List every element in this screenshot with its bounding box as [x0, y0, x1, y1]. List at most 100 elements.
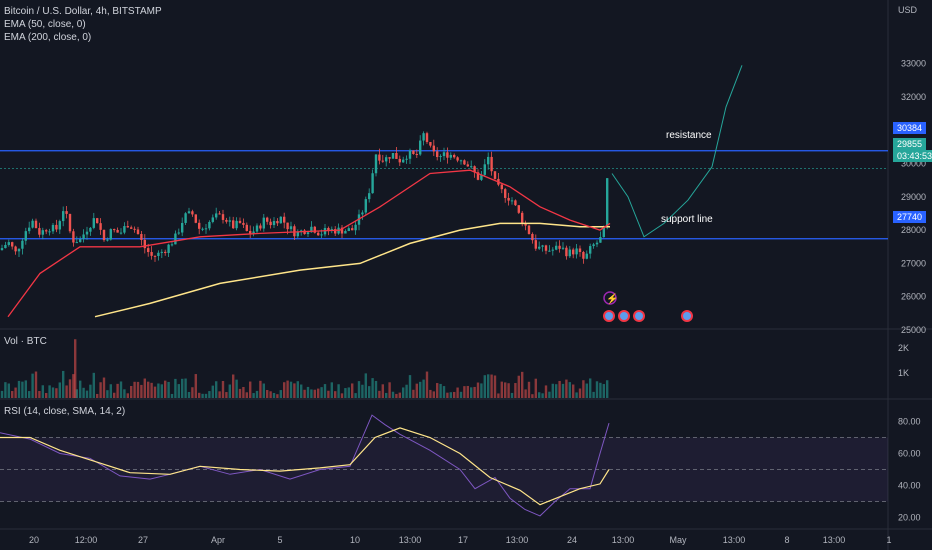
volume-bar: [238, 388, 242, 398]
candle-body: [45, 230, 48, 232]
volume-bar: [252, 393, 255, 398]
volume-bar: [147, 381, 150, 398]
candle-body: [157, 252, 160, 257]
volume-bar: [497, 393, 500, 398]
volume-bar: [38, 391, 41, 398]
volume-bar: [11, 391, 14, 398]
volume-bar: [21, 381, 24, 398]
candle-body: [521, 212, 524, 224]
price-tick-label: 27000: [901, 258, 926, 268]
candle-body: [531, 233, 534, 241]
candle-body: [85, 231, 89, 235]
candle-body: [334, 229, 337, 234]
price-tick-label: 32000: [901, 92, 926, 102]
volume-bar: [174, 378, 177, 398]
time-axis-label: 13:00: [823, 535, 846, 545]
volume-bar: [208, 391, 211, 398]
candle-body: [194, 214, 197, 223]
candle-body: [14, 246, 17, 252]
candle-body: [31, 220, 34, 228]
volume-bar: [235, 379, 238, 398]
volume-legend[interactable]: Vol · BTC: [4, 336, 47, 347]
volume-bar: [534, 378, 537, 398]
price-tick-label: 30000: [901, 159, 926, 169]
candle-body: [599, 237, 602, 243]
candle-body: [317, 232, 320, 236]
volume-bar: [385, 392, 388, 398]
candle-body: [266, 217, 269, 222]
time-axis-label: May: [669, 535, 687, 545]
time-axis-label: 13:00: [506, 535, 529, 545]
volume-bar: [453, 391, 456, 398]
candle-body: [262, 217, 265, 229]
volume-bar: [500, 381, 503, 398]
candle-body: [102, 229, 106, 241]
candle-body: [555, 245, 558, 250]
candle-body: [538, 246, 541, 249]
candle-body: [402, 159, 405, 163]
ema50-legend[interactable]: EMA (50, close, 0): [4, 19, 86, 30]
time-axis-label: 27: [138, 535, 148, 545]
volume-bar: [470, 387, 473, 398]
volume-bar: [517, 375, 520, 398]
volume-bar: [487, 374, 490, 398]
volume-bar: [313, 389, 316, 398]
candle-body: [340, 227, 344, 234]
volume-bar: [405, 384, 408, 398]
symbol-title[interactable]: Bitcoin / U.S. Dollar, 4h, BITSTAMP: [4, 6, 162, 17]
candle-body: [4, 244, 7, 249]
candle-body: [225, 219, 228, 222]
volume-bar: [368, 386, 371, 398]
volume-bar: [177, 384, 180, 398]
candle-body: [558, 245, 561, 249]
candle-body: [303, 230, 306, 235]
candle-body: [153, 255, 157, 257]
candle-body: [541, 245, 544, 247]
rsi-legend[interactable]: RSI (14, close, SMA, 14, 2): [4, 406, 126, 417]
candle-body: [109, 229, 112, 240]
time-axis-label: Apr: [211, 535, 225, 545]
candle-body: [415, 153, 418, 155]
candle-body: [286, 222, 289, 230]
candle-body: [330, 229, 333, 231]
volume-bar: [211, 385, 214, 398]
volume-bar: [351, 383, 354, 398]
candle-body: [99, 223, 102, 230]
candle-body: [177, 232, 180, 234]
volume-bar: [45, 393, 48, 398]
volume-bar: [337, 384, 340, 398]
volume-bar: [242, 387, 245, 398]
candle-body: [174, 233, 177, 245]
candle-body: [371, 173, 374, 194]
time-axis-label: 5: [277, 535, 282, 545]
volume-bar: [160, 384, 163, 398]
candle-body: [82, 234, 85, 240]
candle-body: [473, 166, 476, 173]
candle-body: [425, 133, 429, 142]
candle-body: [527, 225, 531, 234]
volume-bar: [357, 381, 361, 398]
candle-body: [215, 213, 218, 218]
ema200-legend[interactable]: EMA (200, close, 0): [4, 32, 92, 43]
volume-bar: [446, 392, 449, 398]
volume-bar: [259, 380, 262, 398]
candle-body: [181, 222, 184, 233]
candle-body: [422, 133, 425, 141]
candle-body: [306, 232, 310, 235]
volume-bar: [72, 374, 75, 398]
volume-bar: [204, 393, 208, 398]
volume-bar: [429, 389, 432, 398]
volume-bar: [303, 389, 306, 398]
rsi-tick-label: 60.00: [898, 449, 921, 459]
candle-body: [351, 228, 354, 231]
volume-bar: [599, 382, 602, 398]
candle-body: [388, 157, 391, 159]
volume-bar: [218, 391, 221, 398]
candle-body: [459, 160, 463, 162]
volume-bar: [119, 381, 123, 398]
candle-body: [578, 248, 582, 252]
candle-body: [344, 230, 347, 234]
candle-body: [568, 249, 571, 257]
volume-bar: [140, 384, 143, 398]
